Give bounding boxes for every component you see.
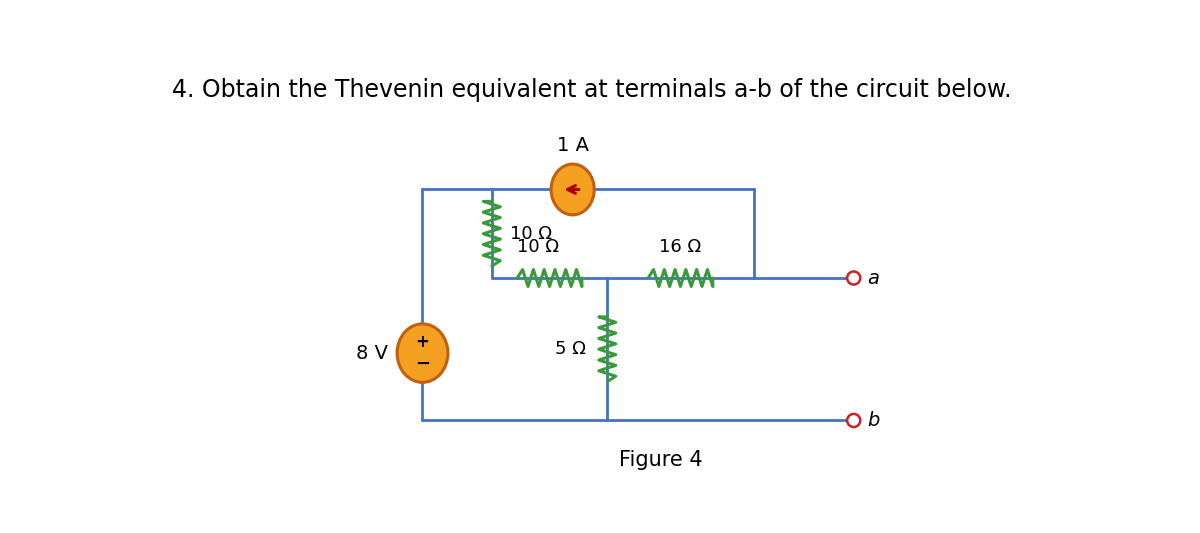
- Text: −: −: [415, 355, 430, 373]
- Text: Figure 4: Figure 4: [619, 450, 703, 470]
- Text: 1 A: 1 A: [557, 136, 589, 155]
- Text: 8 V: 8 V: [356, 344, 388, 362]
- Text: 5 Ω: 5 Ω: [554, 340, 586, 358]
- Text: 10 Ω: 10 Ω: [517, 238, 559, 256]
- Circle shape: [847, 271, 860, 285]
- Text: 16 Ω: 16 Ω: [659, 238, 702, 256]
- Circle shape: [847, 414, 860, 427]
- Text: a: a: [868, 269, 880, 287]
- Text: 4. Obtain the Thevenin equivalent at terminals a-b of the circuit below.: 4. Obtain the Thevenin equivalent at ter…: [173, 78, 1012, 102]
- Text: +: +: [415, 333, 430, 351]
- Ellipse shape: [551, 164, 594, 215]
- Text: 10 Ω: 10 Ω: [510, 225, 552, 243]
- Ellipse shape: [397, 324, 448, 382]
- Text: b: b: [868, 411, 880, 430]
